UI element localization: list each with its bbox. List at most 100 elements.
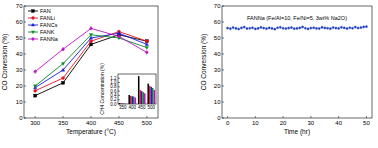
point (274, 28, 276, 30)
point (257, 27, 259, 29)
point (296, 27, 298, 29)
y-tick-label: 30 (16, 67, 23, 73)
y-tick-label: 60 (16, 19, 23, 25)
plot-frame (118, 74, 156, 104)
x-tick-label: 0 (226, 120, 230, 126)
point (365, 26, 367, 28)
point (62, 81, 65, 84)
y-tick (24, 6, 26, 7)
point (246, 27, 248, 29)
point (288, 27, 290, 29)
x-tick (63, 116, 64, 118)
point (34, 94, 37, 97)
legend-label: FANNa (40, 36, 59, 42)
point (346, 27, 348, 29)
y-tick (222, 22, 224, 23)
point (290, 27, 292, 29)
annotation: FANNa (Fe/Al=10, Fe/Ni=5, 3wt% Na2O) (247, 15, 347, 21)
y-tick-label: 0 (217, 115, 221, 121)
bar (119, 103, 121, 104)
point (313, 27, 315, 29)
point (338, 27, 340, 29)
y-tick (222, 54, 224, 55)
point (238, 28, 240, 30)
x-tick (118, 116, 119, 118)
point (324, 27, 326, 29)
y-tick-label: 0.8 (110, 84, 117, 89)
y-tick-label: 0.4 (110, 93, 117, 98)
legend-marker (32, 37, 35, 41)
y-axis-label: CO Conversion (%) (1, 34, 9, 90)
legend-marker (31, 31, 34, 34)
point (335, 27, 337, 29)
point (90, 26, 93, 30)
point (61, 68, 64, 71)
x-tick (227, 116, 228, 118)
point (310, 27, 312, 29)
legend-label: FANK (40, 29, 55, 35)
x-tick (146, 116, 147, 118)
bar (147, 84, 149, 104)
y-tick (222, 102, 224, 103)
x-tick-label: 40 (335, 120, 342, 126)
y-tick (118, 82, 120, 83)
y-tick (24, 54, 26, 55)
x-tick-label: 400 (128, 105, 136, 110)
plot-frame (24, 6, 158, 118)
point (299, 27, 301, 29)
point (360, 27, 362, 29)
y-axis-label: CO Conversion (%) (200, 34, 208, 90)
point (340, 26, 342, 28)
point (357, 27, 359, 29)
point (301, 26, 303, 28)
y-axis-label: CH4 Concentration (%) (99, 63, 105, 115)
point (145, 46, 148, 49)
point (263, 27, 265, 29)
y-tick-label: 0.6 (110, 89, 117, 94)
point (343, 27, 345, 29)
point (354, 26, 356, 28)
bar (138, 76, 140, 104)
point (117, 31, 120, 34)
legend-line (28, 18, 38, 19)
point (145, 50, 148, 54)
point (249, 27, 251, 29)
y-tick (118, 95, 120, 96)
y-tick (222, 70, 224, 71)
point (265, 28, 267, 30)
x-tick-label: 300 (30, 120, 41, 126)
y-tick (24, 102, 26, 103)
point (363, 26, 365, 28)
legend-marker (32, 10, 35, 13)
point (62, 47, 65, 51)
y-tick-label: 30 (214, 67, 221, 73)
y-tick (118, 91, 120, 92)
point (229, 28, 231, 30)
y-tick-label: 0.2 (110, 97, 117, 102)
y-tick (24, 38, 26, 39)
point (349, 27, 351, 29)
y-tick-label: 0.0 (110, 102, 117, 107)
bar (124, 103, 126, 104)
x-tick (310, 116, 311, 118)
point (34, 86, 37, 89)
bar (133, 97, 135, 105)
point (321, 26, 323, 28)
x-axis-label: Time (hr) (284, 128, 310, 136)
point (90, 40, 93, 43)
bars (119, 76, 155, 104)
bar (130, 96, 132, 104)
y-tick-label: 20 (16, 83, 23, 89)
y-tick-label: 40 (214, 51, 221, 57)
legend-marker (31, 23, 34, 26)
point (326, 27, 328, 29)
bar (149, 86, 151, 104)
point (282, 27, 284, 29)
point (235, 27, 237, 29)
bar (143, 92, 145, 104)
point (271, 27, 273, 29)
x-tick-label: 450 (138, 105, 146, 110)
point (329, 28, 331, 30)
x-tick-label: 500 (147, 105, 155, 110)
legend-label: FANCs (40, 22, 58, 28)
